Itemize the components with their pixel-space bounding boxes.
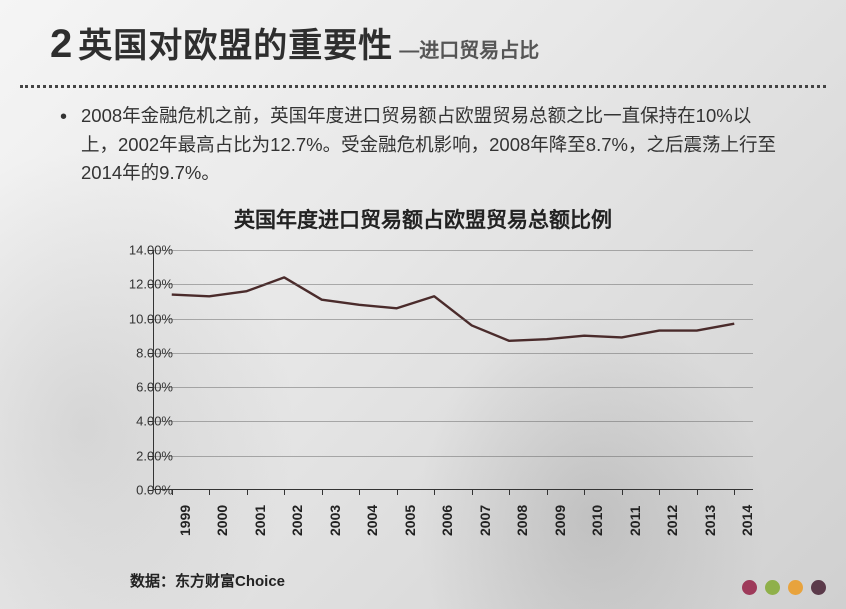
x-tick-label: 2014 (739, 505, 755, 536)
y-tick (148, 456, 153, 457)
x-tick (659, 490, 660, 495)
y-tick (148, 284, 153, 285)
x-tick (359, 490, 360, 495)
y-tick-label: 6.00% (93, 380, 173, 395)
y-tick-label: 2.00% (93, 448, 173, 463)
dot-2 (765, 580, 780, 595)
x-tick (209, 490, 210, 495)
dot-1 (742, 580, 757, 595)
y-tick-label: 0.00% (93, 483, 173, 498)
x-tick (547, 490, 548, 495)
bullet-marker: • (60, 102, 67, 188)
y-tick-label: 8.00% (93, 345, 173, 360)
x-tick-label: 2005 (402, 505, 418, 536)
gridline (153, 250, 753, 251)
chart-container: 0.00% 2.00% 4.00% 6.00% 8.00% 10.00% 12.00% 14.… (63, 240, 783, 560)
x-tick (172, 490, 173, 495)
data-source-label: 数据：东方财富Choice (130, 570, 285, 591)
footer-dots (742, 580, 826, 595)
x-tick-label: 2012 (664, 505, 680, 536)
y-tick (148, 490, 153, 491)
x-tick-label: 2003 (327, 505, 343, 536)
x-tick-label: 2001 (252, 505, 268, 536)
y-tick-label: 14.00% (93, 243, 173, 258)
gridline (153, 284, 753, 285)
x-tick-label: 2011 (627, 506, 643, 536)
y-tick (148, 319, 153, 320)
x-tick (472, 490, 473, 495)
y-tick-label: 10.00% (93, 311, 173, 326)
title-main: 英国对欧盟的重要性 (78, 18, 393, 67)
title-sub: —进口贸易占比 (399, 34, 539, 63)
bullet-text: 2008年金融危机之前，英国年度进口贸易额占欧盟贸易总额之比一直保持在10%以上… (81, 102, 776, 188)
x-tick-label: 2006 (439, 505, 455, 536)
y-tick (148, 250, 153, 251)
x-tick (584, 490, 585, 495)
x-tick (284, 490, 285, 495)
slide-header: 2 英国对欧盟的重要性 —进口贸易占比 (0, 0, 846, 77)
chart-line-svg (153, 250, 753, 490)
x-tick (247, 490, 248, 495)
x-tick (734, 490, 735, 495)
x-tick (697, 490, 698, 495)
x-tick (509, 490, 510, 495)
x-tick-label: 2008 (514, 505, 530, 536)
x-tick-label: 2002 (289, 505, 305, 536)
x-tick (434, 490, 435, 495)
x-tick (322, 490, 323, 495)
y-tick-label: 4.00% (93, 414, 173, 429)
x-tick-label: 2010 (589, 505, 605, 536)
dot-3 (788, 580, 803, 595)
bullet-block: • 2008年金融危机之前，英国年度进口贸易额占欧盟贸易总额之比一直保持在10%… (0, 88, 846, 194)
x-tick-label: 2009 (552, 505, 568, 536)
x-tick-label: 2000 (214, 505, 230, 536)
x-tick (622, 490, 623, 495)
gridline (153, 456, 753, 457)
x-tick-label: 1999 (177, 505, 193, 536)
y-tick (148, 387, 153, 388)
title-number: 2 (50, 22, 72, 67)
gridline (153, 353, 753, 354)
chart-plot-area (153, 250, 753, 490)
y-tick (148, 353, 153, 354)
x-tick-label: 2007 (477, 505, 493, 536)
gridline (153, 421, 753, 422)
gridline (153, 319, 753, 320)
dot-4 (811, 580, 826, 595)
chart-title: 英国年度进口贸易额占欧盟贸易总额比例 (0, 204, 846, 234)
y-tick (148, 421, 153, 422)
gridline (153, 387, 753, 388)
data-line (172, 277, 735, 340)
x-tick-label: 2013 (702, 505, 718, 536)
y-tick-label: 12.00% (93, 277, 173, 292)
x-tick (397, 490, 398, 495)
x-tick-label: 2004 (364, 505, 380, 536)
